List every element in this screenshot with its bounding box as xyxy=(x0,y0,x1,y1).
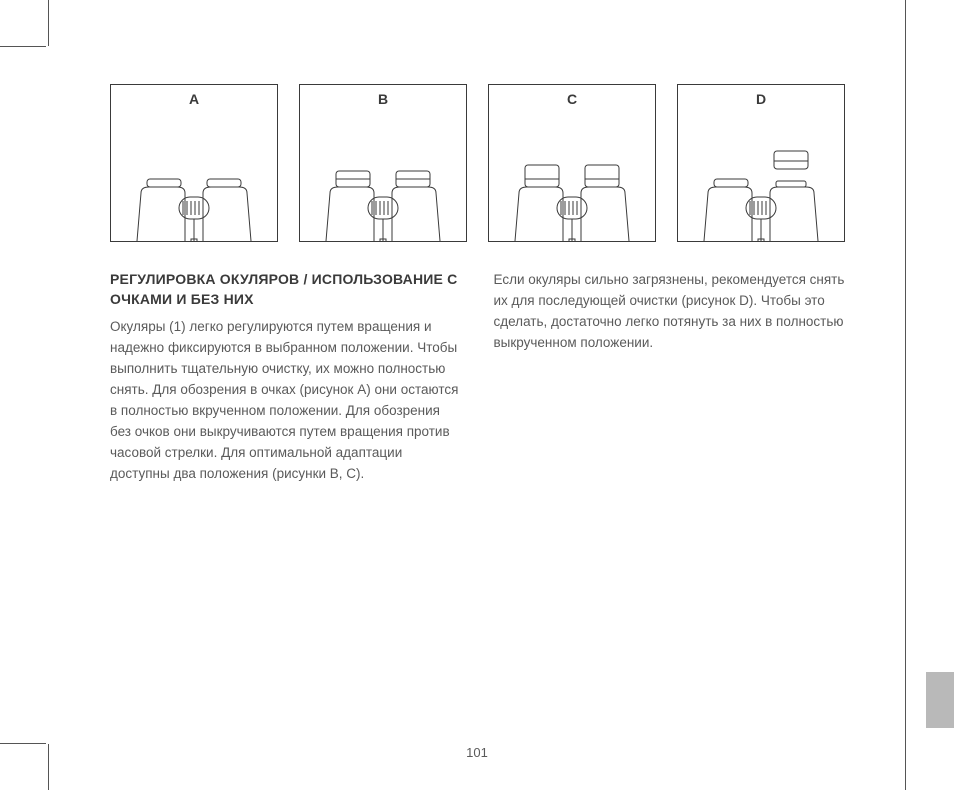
crop-mark xyxy=(0,743,46,744)
figure-label: D xyxy=(678,91,844,107)
section-heading: РЕГУЛИРОВКА ОКУЛЯРОВ / ИСПОЛЬЗОВАНИЕ С О… xyxy=(110,270,462,309)
crop-mark xyxy=(48,0,49,46)
right-body-text: Если окуляры сильно загрязнены, рекоменд… xyxy=(494,270,846,354)
figure-b: B xyxy=(299,84,467,242)
text-columns: РЕГУЛИРОВКА ОКУЛЯРОВ / ИСПОЛЬЗОВАНИЕ С О… xyxy=(110,270,845,485)
figure-label: C xyxy=(489,91,655,107)
binocular-diagram-c xyxy=(497,131,647,241)
figure-a: A xyxy=(110,84,278,242)
thumb-tab xyxy=(926,672,954,728)
figure-row: A xyxy=(110,84,845,242)
figure-label: A xyxy=(111,91,277,107)
figure-d: D xyxy=(677,84,845,242)
binocular-diagram-a xyxy=(119,131,269,241)
figure-label: B xyxy=(300,91,466,107)
page-number: 101 xyxy=(0,745,954,760)
page-content: A xyxy=(110,84,845,485)
binocular-diagram-b xyxy=(308,131,458,241)
left-column: РЕГУЛИРОВКА ОКУЛЯРОВ / ИСПОЛЬЗОВАНИЕ С О… xyxy=(110,270,462,485)
binocular-diagram-d xyxy=(686,131,836,241)
right-column: Если окуляры сильно загрязнены, рекоменд… xyxy=(494,270,846,485)
crop-mark xyxy=(0,46,46,47)
crop-mark xyxy=(905,0,906,790)
left-body-text: Окуляры (1) легко регулируются путем вра… xyxy=(110,317,462,484)
figure-c: C xyxy=(488,84,656,242)
